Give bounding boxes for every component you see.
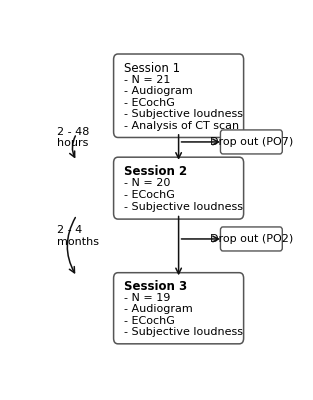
Text: - Audiogram: - Audiogram bbox=[124, 304, 193, 314]
Text: Drop out (PO7): Drop out (PO7) bbox=[210, 137, 293, 147]
Text: - N = 20: - N = 20 bbox=[124, 178, 170, 188]
Text: - Analysis of CT scan: - Analysis of CT scan bbox=[124, 121, 239, 131]
Text: - Subjective loudness: - Subjective loudness bbox=[124, 202, 243, 212]
FancyBboxPatch shape bbox=[114, 273, 244, 344]
Text: 2 - 4
months: 2 - 4 months bbox=[57, 225, 99, 247]
Text: Session 3: Session 3 bbox=[124, 280, 187, 293]
Text: - Subjective loudness: - Subjective loudness bbox=[124, 109, 243, 119]
Text: - ECochG: - ECochG bbox=[124, 190, 175, 200]
Text: Session 1: Session 1 bbox=[124, 62, 180, 75]
Text: - N = 19: - N = 19 bbox=[124, 293, 170, 303]
Text: - N = 21: - N = 21 bbox=[124, 75, 170, 85]
Text: - Subjective loudness: - Subjective loudness bbox=[124, 327, 243, 337]
Text: Drop out (PO2): Drop out (PO2) bbox=[210, 234, 293, 244]
FancyBboxPatch shape bbox=[220, 130, 282, 154]
Text: 2 - 48
hours: 2 - 48 hours bbox=[57, 126, 90, 148]
Text: - Audiogram: - Audiogram bbox=[124, 86, 193, 96]
Text: - ECochG: - ECochG bbox=[124, 316, 175, 326]
Text: Session 2: Session 2 bbox=[124, 165, 187, 178]
FancyBboxPatch shape bbox=[114, 54, 244, 138]
FancyBboxPatch shape bbox=[114, 157, 244, 219]
FancyBboxPatch shape bbox=[220, 227, 282, 251]
Text: - ECochG: - ECochG bbox=[124, 98, 175, 108]
